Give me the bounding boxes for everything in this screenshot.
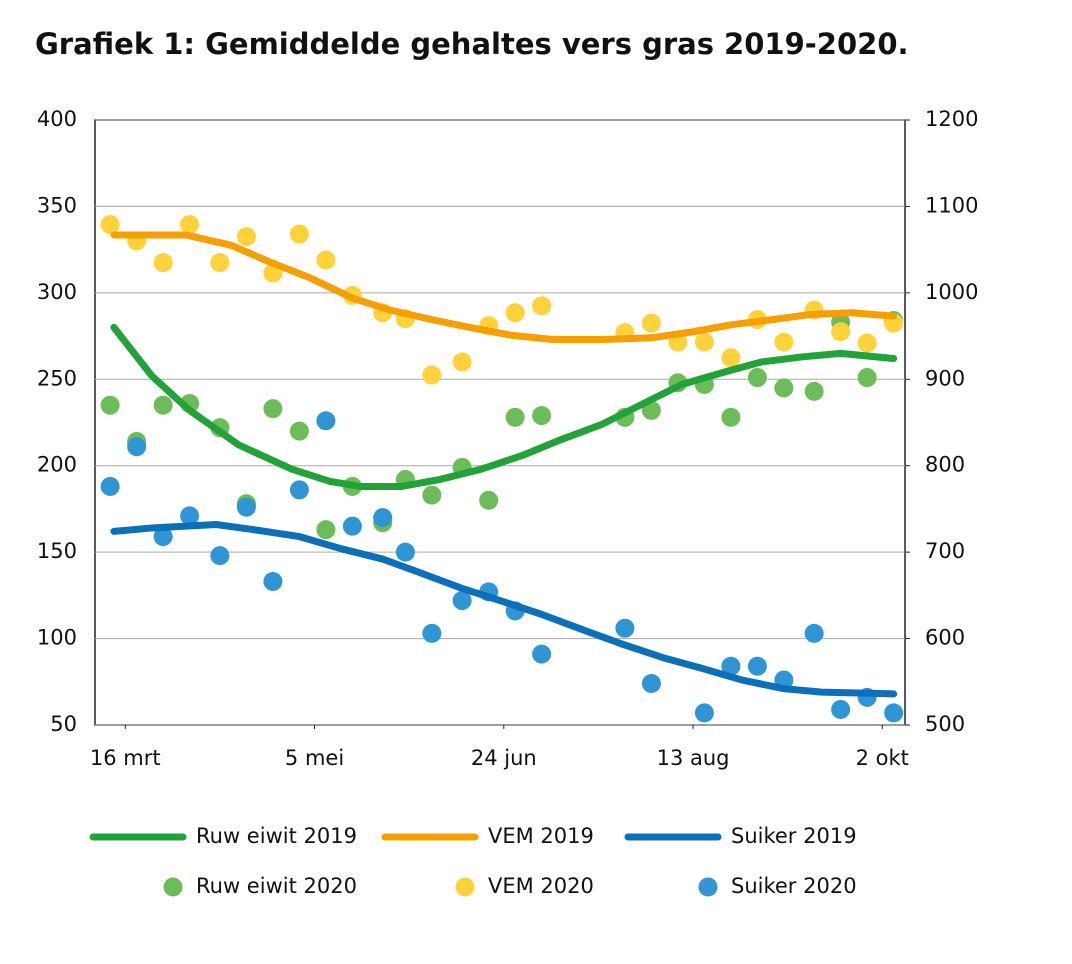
legend-label: VEM 2020 bbox=[488, 874, 594, 898]
y-tick-label: 50 bbox=[50, 712, 77, 736]
scatter-point bbox=[263, 399, 283, 419]
scatter-point bbox=[342, 516, 362, 536]
scatter-point bbox=[180, 506, 200, 526]
scatter-point bbox=[395, 542, 415, 562]
chart-title: Grafiek 1: Gemiddelde gehaltes vers gras… bbox=[35, 27, 909, 61]
series-line bbox=[110, 520, 898, 698]
scatter-point bbox=[774, 332, 794, 352]
legend-label: VEM 2019 bbox=[488, 824, 594, 848]
scatter-point bbox=[289, 421, 309, 441]
x-tick-label: 5 mei bbox=[285, 746, 344, 770]
scatter-point bbox=[694, 703, 714, 723]
y2-tick-label: 600 bbox=[925, 626, 965, 650]
x-tick-label: 16 mrt bbox=[90, 746, 161, 770]
scatter-point bbox=[831, 322, 851, 342]
scatter-point bbox=[452, 591, 472, 611]
scatter-point bbox=[452, 352, 472, 372]
scatter-point bbox=[289, 224, 309, 244]
scatter-point bbox=[422, 365, 442, 385]
scatter-point bbox=[100, 476, 120, 496]
scatter-point bbox=[694, 332, 714, 352]
y2-tick-label: 500 bbox=[925, 712, 965, 736]
scatter-point bbox=[422, 485, 442, 505]
scatter-point bbox=[289, 480, 309, 500]
x-tick-label: 24 jun bbox=[471, 746, 537, 770]
legend-label: Suiker 2020 bbox=[731, 874, 857, 898]
x-tick-label: 2 okt bbox=[856, 746, 909, 770]
y2-tick-label: 1100 bbox=[925, 193, 978, 217]
y2-tick-label: 900 bbox=[925, 366, 965, 390]
scatter-point bbox=[373, 508, 393, 528]
scatter-point bbox=[774, 378, 794, 398]
scatter-point bbox=[884, 703, 904, 723]
scatter-point bbox=[153, 527, 173, 547]
scatter-point bbox=[721, 656, 741, 676]
y2-tick-label: 800 bbox=[925, 453, 965, 477]
legend-swatch bbox=[163, 877, 183, 897]
scatter-point bbox=[857, 368, 877, 388]
scatter-point bbox=[505, 407, 525, 427]
scatter-point bbox=[153, 395, 173, 415]
y-tick-label: 100 bbox=[37, 626, 77, 650]
scatter-point bbox=[236, 227, 256, 247]
scatter-point bbox=[615, 618, 635, 638]
scatter-point bbox=[153, 253, 173, 273]
scatter-point bbox=[263, 572, 283, 592]
series-line bbox=[110, 323, 898, 490]
scatter-point bbox=[804, 623, 824, 643]
y2-tick-label: 700 bbox=[925, 539, 965, 563]
scatter-point bbox=[721, 407, 741, 427]
scatter-point bbox=[532, 296, 552, 316]
scatter-point bbox=[721, 348, 741, 368]
scatter-point bbox=[532, 644, 552, 664]
scatter-point bbox=[422, 623, 442, 643]
scatter-point bbox=[100, 395, 120, 415]
y-tick-label: 400 bbox=[37, 107, 77, 131]
scatter-point bbox=[236, 497, 256, 517]
legend-label: Ruw eiwit 2019 bbox=[196, 824, 357, 848]
legend-label: Ruw eiwit 2020 bbox=[196, 874, 357, 898]
scatter-point bbox=[316, 411, 336, 431]
y-tick-label: 300 bbox=[37, 280, 77, 304]
scatter-point bbox=[210, 253, 230, 273]
series-line bbox=[110, 231, 898, 344]
y-tick-label: 200 bbox=[37, 453, 77, 477]
scatter-point bbox=[831, 699, 851, 719]
scatter-point bbox=[316, 520, 336, 540]
scatter-point bbox=[100, 215, 120, 235]
scatter-point bbox=[641, 313, 661, 333]
scatter-point bbox=[532, 406, 552, 426]
scatter-point bbox=[747, 656, 767, 676]
scatter-point bbox=[316, 250, 336, 270]
scatter-point bbox=[210, 546, 230, 566]
scatter-point bbox=[127, 437, 147, 457]
legend-label: Suiker 2019 bbox=[731, 824, 857, 848]
y-tick-label: 150 bbox=[37, 539, 77, 563]
y-tick-label: 250 bbox=[37, 366, 77, 390]
legend-swatch bbox=[698, 877, 718, 897]
y-tick-label: 350 bbox=[37, 193, 77, 217]
legend-swatch bbox=[455, 877, 475, 897]
scatter-point bbox=[747, 368, 767, 388]
scatter-point bbox=[804, 381, 824, 401]
scatter-point bbox=[180, 215, 200, 235]
scatter-point bbox=[505, 303, 525, 323]
scatter-point bbox=[857, 333, 877, 353]
x-tick-label: 13 aug bbox=[657, 746, 730, 770]
scatter-point bbox=[479, 490, 499, 510]
y2-tick-label: 1200 bbox=[925, 107, 978, 131]
y2-tick-label: 1000 bbox=[925, 280, 978, 304]
scatter-point bbox=[641, 674, 661, 694]
